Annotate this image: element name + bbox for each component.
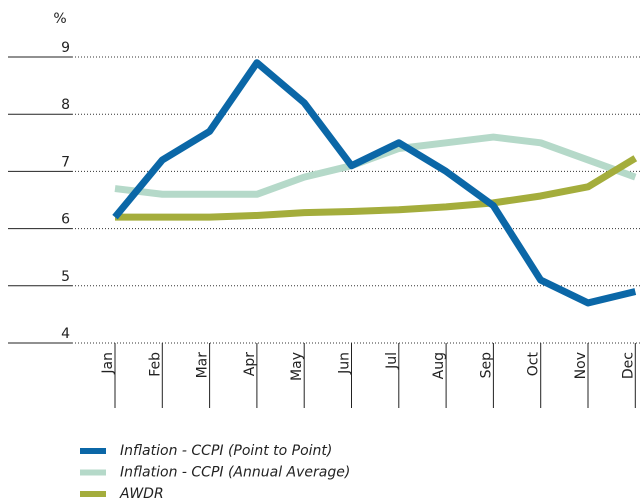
- x-tick-label: Aug: [431, 352, 447, 379]
- y-tick-label: 6: [61, 212, 70, 228]
- legend-label: AWDR: [119, 486, 164, 502]
- y-tick-label: 7: [61, 154, 70, 170]
- x-tick-label: Nov: [573, 352, 589, 379]
- legend-label: Inflation - CCPI (Annual Average): [120, 465, 350, 481]
- y-tick-label: 8: [61, 97, 70, 113]
- legend-label: Inflation - CCPI (Point to Point): [120, 443, 332, 459]
- x-tick-label: Feb: [147, 352, 163, 377]
- x-tick-label: Jul: [384, 352, 400, 370]
- series-line: [115, 155, 638, 221]
- x-tick-label: Jun: [337, 352, 353, 375]
- y-tick-label: 5: [61, 269, 70, 285]
- y-axis-label: %: [53, 11, 66, 27]
- x-tick-label: Oct: [526, 352, 542, 377]
- x-tick-label: Jan: [100, 352, 116, 375]
- y-tick-label: 4: [61, 326, 70, 342]
- x-tick-label: Apr: [242, 352, 258, 376]
- x-tick-label: Dec: [620, 352, 636, 379]
- x-tick-label: May: [289, 352, 305, 381]
- x-tick-label: Mar: [195, 352, 211, 379]
- series-line: [114, 133, 637, 198]
- y-tick-label: 9: [61, 40, 70, 56]
- x-tick-label: Sep: [478, 352, 494, 379]
- series-line: [112, 59, 637, 307]
